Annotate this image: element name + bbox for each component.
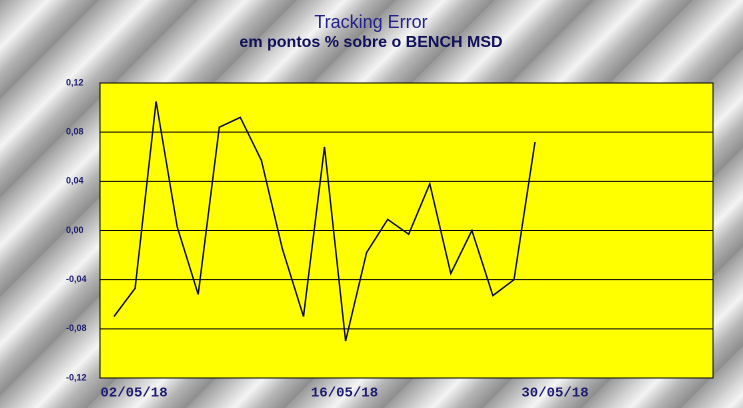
y-tick-label: 0,04 xyxy=(66,176,84,186)
x-tick-label: 16/05/18 xyxy=(311,386,378,402)
y-tick-label: 0,12 xyxy=(66,77,84,87)
chart-title: Tracking Error xyxy=(314,12,427,32)
y-tick-label: 0,00 xyxy=(66,225,84,235)
x-tick-label: 02/05/18 xyxy=(100,386,167,402)
y-tick-label: -0,08 xyxy=(66,323,87,333)
y-tick-label: 0,08 xyxy=(66,127,84,137)
data-line xyxy=(113,101,536,342)
x-tick-label: 30/05/18 xyxy=(521,386,588,402)
y-tick-label: -0,04 xyxy=(66,274,87,284)
y-tick-label: -0,12 xyxy=(66,372,87,382)
chart-subtitle: em pontos % sobre o BENCH MSD xyxy=(239,34,502,51)
